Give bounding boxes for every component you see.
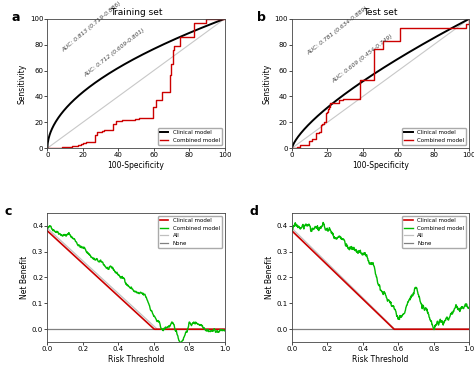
Legend: Clinical model, Combined model, All, None: Clinical model, Combined model, All, Non… xyxy=(402,215,466,249)
Y-axis label: Sensitivity: Sensitivity xyxy=(18,63,27,104)
Y-axis label: Net Benefit: Net Benefit xyxy=(20,256,29,299)
Legend: Clinical model, Combined model, All, None: Clinical model, Combined model, All, Non… xyxy=(158,215,222,249)
Legend: Clinical model, Combined model: Clinical model, Combined model xyxy=(402,128,466,146)
X-axis label: 100-Specificity: 100-Specificity xyxy=(108,161,164,170)
Text: a: a xyxy=(12,11,20,24)
X-axis label: Risk Threshold: Risk Threshold xyxy=(353,355,409,364)
Text: AUC: 0.813 (0.719-0.886): AUC: 0.813 (0.719-0.886) xyxy=(62,1,123,53)
Text: AUC: 0.712 (0.609-0.801): AUC: 0.712 (0.609-0.801) xyxy=(83,28,146,78)
X-axis label: Risk Threshold: Risk Threshold xyxy=(108,355,164,364)
X-axis label: 100-Specificity: 100-Specificity xyxy=(352,161,409,170)
Text: AUC: 0.609 (0.454-0.749): AUC: 0.609 (0.454-0.749) xyxy=(331,34,393,85)
Y-axis label: Sensitivity: Sensitivity xyxy=(263,63,272,104)
Title: Training set: Training set xyxy=(110,8,162,17)
Text: c: c xyxy=(5,205,12,218)
Y-axis label: Net Benefit: Net Benefit xyxy=(265,256,274,299)
Text: AUC: 0.781 (0.634-0.889): AUC: 0.781 (0.634-0.889) xyxy=(306,6,369,56)
Legend: Clinical model, Combined model: Clinical model, Combined model xyxy=(158,128,222,146)
Text: d: d xyxy=(249,205,258,218)
Text: b: b xyxy=(256,11,265,24)
Title: Test set: Test set xyxy=(364,8,398,17)
